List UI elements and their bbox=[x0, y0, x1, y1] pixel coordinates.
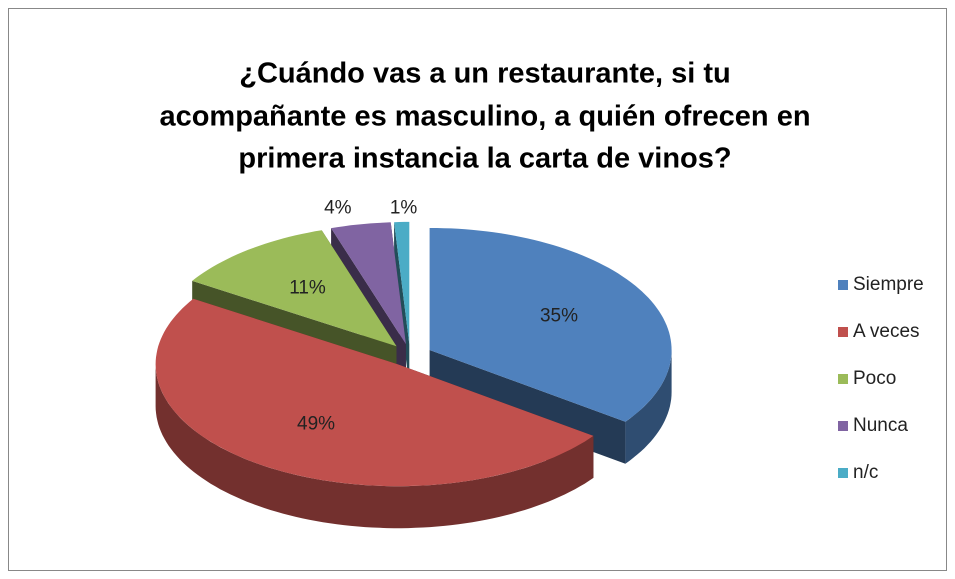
legend-label: n/c bbox=[853, 462, 878, 483]
legend-label: Siempre bbox=[853, 274, 924, 295]
data-label: 1% bbox=[390, 198, 418, 219]
data-label: 49% bbox=[297, 414, 335, 435]
slice-top bbox=[331, 222, 406, 345]
legend-swatch bbox=[838, 327, 848, 337]
legend-swatch bbox=[838, 421, 848, 431]
chart-title: primera instancia la carta de vinos? bbox=[238, 143, 731, 175]
data-label: 11% bbox=[289, 277, 326, 298]
legend-label: A veces bbox=[853, 321, 920, 342]
data-label: 35% bbox=[540, 306, 578, 327]
legend-swatch bbox=[838, 468, 848, 478]
slice-wall bbox=[155, 364, 594, 529]
slice-top bbox=[155, 298, 594, 487]
legend-label: Poco bbox=[853, 368, 896, 389]
slice-top bbox=[429, 228, 672, 422]
slice-wall bbox=[625, 350, 672, 464]
data-label: 4% bbox=[324, 198, 352, 219]
legend-swatch bbox=[838, 374, 848, 384]
slice bbox=[155, 298, 594, 529]
chart-title: acompañante es masculino, a quién ofrece… bbox=[159, 101, 810, 133]
legend-swatch bbox=[838, 280, 848, 290]
slice-top bbox=[192, 230, 397, 347]
legend-label: Nunca bbox=[853, 415, 908, 436]
slice-top bbox=[394, 221, 410, 344]
chart-title: ¿Cuándo vas a un restaurante, si tu bbox=[239, 58, 731, 90]
